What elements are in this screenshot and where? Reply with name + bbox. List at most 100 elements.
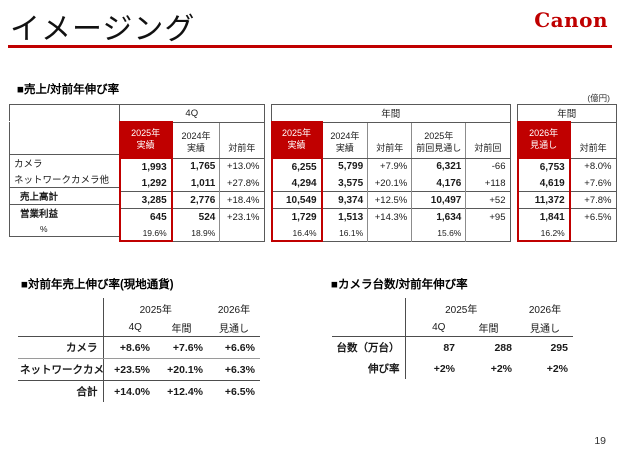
- spacer-cell: [18, 318, 103, 337]
- cell: +18.4%: [219, 191, 264, 209]
- col-header: 年間: [460, 318, 517, 337]
- cell: 1,729: [270, 208, 323, 225]
- cell: +14.3%: [367, 208, 412, 225]
- cell: 1,993: [118, 158, 173, 175]
- cell: +14.0%: [102, 380, 155, 402]
- col-header-highlight: 2025年 実績: [270, 121, 323, 159]
- units-table: 2025年 2026年 4Q 年間 見通し 台数（万台） 87 288 295 …: [332, 298, 573, 379]
- cell: 288: [494, 341, 512, 354]
- cell: +2%: [404, 358, 460, 379]
- cell: +27.8%: [219, 175, 264, 192]
- cell: +23.1%: [219, 208, 264, 225]
- sales-table: カメラ ネットワークカメラ他 売上高計 営業利益 % 4Q 2025年 実績 2…: [9, 104, 617, 242]
- cell: +52: [465, 191, 510, 209]
- cell: 10,549: [270, 191, 323, 209]
- cell: 295: [550, 341, 568, 354]
- cell: 16.2%: [516, 225, 571, 242]
- col-header-highlight: 2025年 実績: [118, 121, 173, 159]
- cell: 645: [118, 208, 173, 225]
- cell: +8.6%: [102, 336, 155, 359]
- cell: +2%: [490, 362, 512, 375]
- cell: +6.5%: [569, 208, 616, 225]
- row-label: 台数（万台）: [336, 342, 400, 354]
- cell: +118: [465, 175, 510, 192]
- cell: 4,176: [411, 175, 466, 192]
- spacer-cell: [332, 318, 405, 337]
- row-label: カメラ: [14, 159, 43, 170]
- cell: +6.5%: [224, 385, 255, 398]
- cell: 1,292: [118, 175, 173, 192]
- cell: +20.1%: [367, 175, 412, 192]
- cell: 6,321: [411, 158, 466, 175]
- cell: +6.6%: [208, 336, 260, 359]
- cell: 16.4%: [270, 225, 323, 242]
- cell: 11,372: [516, 191, 571, 209]
- cell: +6.3%: [208, 358, 260, 381]
- units-section-title: ■カメラ台数/対前年伸び率: [331, 279, 468, 291]
- cell: +2%: [546, 362, 568, 375]
- col-header: 2025年 前回見通し: [411, 122, 466, 159]
- col-header: 見通し: [208, 318, 260, 337]
- cell: +12.4%: [167, 385, 203, 398]
- spacer-cell: [10, 105, 119, 122]
- cell: +23.5%: [102, 358, 155, 381]
- cell: 10,497: [411, 191, 466, 209]
- local-currency-section-title: ■対前年売上伸び率(現地通貨): [21, 279, 174, 291]
- col-header: 年間: [155, 318, 208, 337]
- row-label: 伸び率: [368, 363, 400, 375]
- cell: 524: [171, 208, 220, 225]
- year-header: 2026年: [528, 304, 562, 316]
- cell: 3,575: [321, 175, 368, 192]
- row-label: 売上高計: [9, 187, 119, 205]
- col-header: 対前回: [465, 122, 510, 159]
- cell: +13.0%: [219, 158, 264, 175]
- col-header: 対前年: [569, 122, 616, 159]
- cell: 18.9%: [171, 225, 220, 241]
- cell: 19.6%: [118, 225, 173, 242]
- page-title: イメージング: [10, 13, 196, 46]
- sales-table-group-annual: 年間 2025年 実績 2024年 実績 対前年 2025年 前回見通し 対前回…: [270, 104, 511, 242]
- cell: 87: [404, 336, 460, 358]
- year-header: 2026年: [217, 304, 251, 316]
- col-header: 4Q: [404, 318, 460, 337]
- cell: 2,776: [171, 191, 220, 209]
- cell: 1,011: [171, 175, 220, 192]
- cell: 9,374: [321, 191, 368, 209]
- cell: 6,753: [516, 158, 571, 175]
- cell: 16.1%: [321, 225, 368, 241]
- cell: [569, 225, 616, 241]
- cell: +7.6%: [155, 336, 208, 359]
- cell: +20.1%: [155, 358, 208, 381]
- row-label: ネットワークカメラ他: [14, 175, 110, 186]
- cell: 3,285: [118, 191, 173, 209]
- cell: [465, 225, 510, 241]
- sales-table-group-4q: 4Q 2025年 実績 2024年 実績 対前年 1,993 1,765 +13…: [118, 104, 265, 242]
- cell: +7.6%: [569, 175, 616, 192]
- col-header: 2024年 実績: [171, 122, 220, 159]
- col-header: 2024年 実績: [321, 122, 368, 159]
- canon-logo: Canon: [534, 8, 608, 32]
- cell: 5,799: [321, 158, 368, 175]
- sales-table-group-outlook: 年間 2026年 見通し 対前年 6,753 +8.0% 4,619 +7.6%…: [516, 104, 617, 242]
- cell: 1,841: [516, 208, 571, 225]
- cell: 1,513: [321, 208, 368, 225]
- cell: [367, 225, 412, 241]
- row-label: ネットワークカメラ他: [18, 358, 103, 381]
- cell: 4,619: [516, 175, 571, 192]
- col-header: 見通し: [517, 318, 573, 337]
- year-header: 2025年: [102, 298, 208, 318]
- cell: 6,255: [270, 158, 323, 175]
- cell: 4,294: [270, 175, 323, 192]
- col-header: 対前年: [219, 122, 264, 159]
- row-label: 合計: [76, 386, 98, 398]
- group-header: 4Q: [119, 104, 264, 123]
- cell: 1,765: [171, 158, 220, 175]
- spacer-cell: [332, 298, 405, 318]
- spacer-cell: [9, 121, 119, 155]
- cell: +12.5%: [367, 191, 412, 209]
- unit-label: (億円): [587, 93, 610, 103]
- cell: +7.9%: [367, 158, 412, 175]
- row-label: %: [40, 223, 48, 234]
- page-number: 19: [594, 435, 606, 447]
